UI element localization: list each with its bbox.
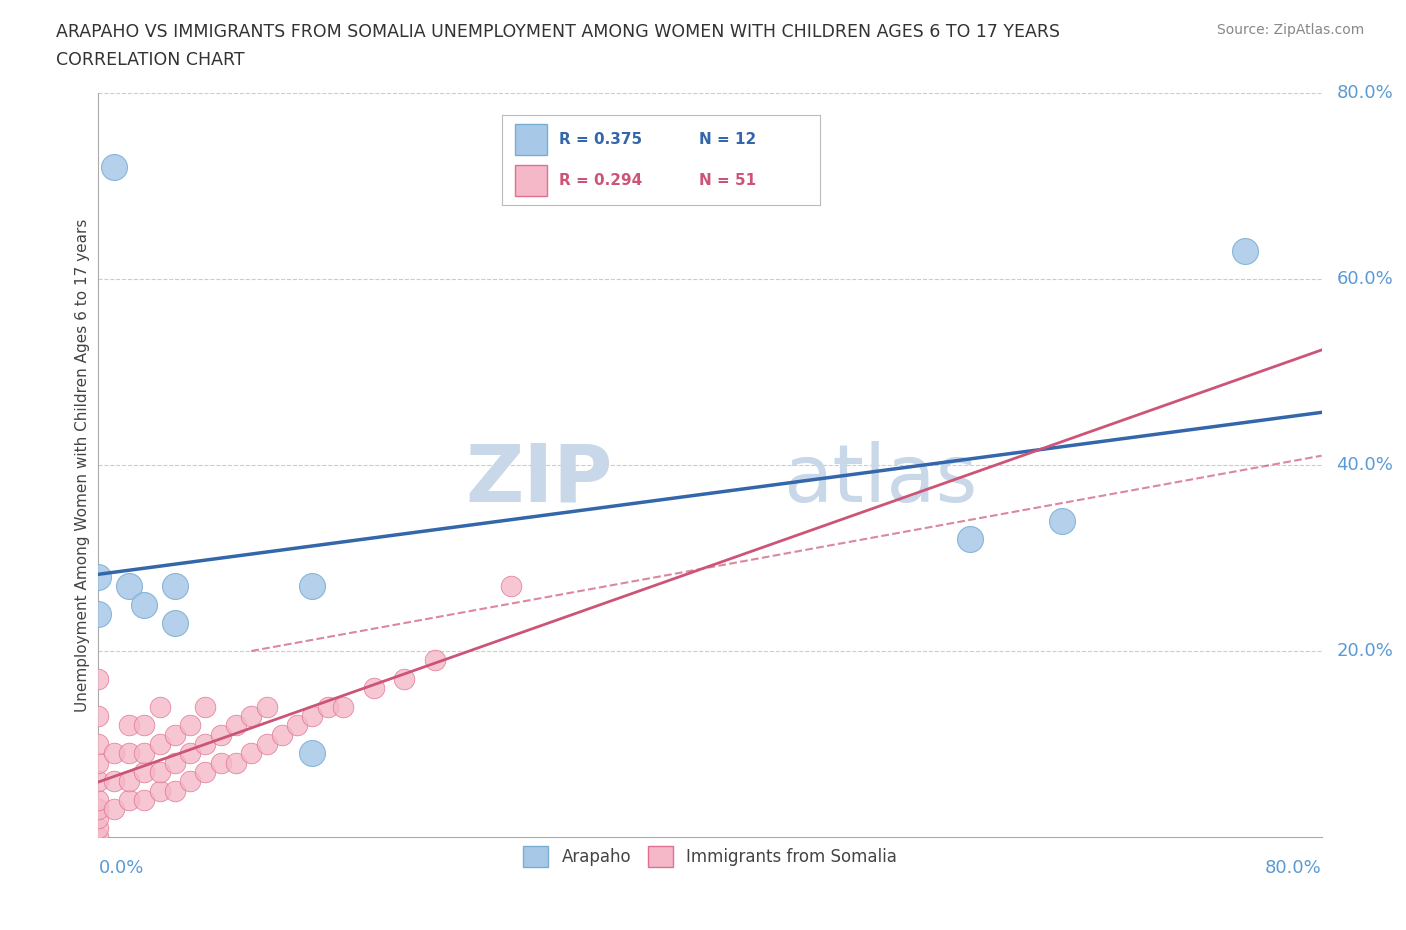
- Point: [363, 681, 385, 696]
- Point: [87, 755, 110, 770]
- Point: [134, 764, 156, 779]
- Point: [1050, 513, 1073, 528]
- Text: 0.0%: 0.0%: [98, 859, 143, 877]
- Point: [87, 709, 110, 724]
- Point: [163, 616, 186, 631]
- Point: [316, 699, 339, 714]
- Point: [87, 774, 110, 789]
- Point: [209, 727, 232, 742]
- Point: [134, 597, 156, 612]
- Point: [103, 746, 125, 761]
- Point: [118, 746, 141, 761]
- Point: [87, 569, 110, 584]
- Point: [87, 802, 110, 817]
- Point: [87, 811, 110, 826]
- Point: [194, 699, 217, 714]
- Text: atlas: atlas: [783, 441, 977, 519]
- Point: [103, 160, 125, 175]
- Text: 80.0%: 80.0%: [1265, 859, 1322, 877]
- Text: Source: ZipAtlas.com: Source: ZipAtlas.com: [1216, 23, 1364, 37]
- Point: [163, 727, 186, 742]
- Y-axis label: Unemployment Among Women with Children Ages 6 to 17 years: Unemployment Among Women with Children A…: [75, 219, 90, 711]
- Point: [163, 783, 186, 798]
- Point: [959, 532, 981, 547]
- Point: [87, 830, 110, 844]
- Point: [118, 774, 141, 789]
- Point: [1234, 244, 1257, 259]
- Point: [87, 606, 110, 621]
- Point: [149, 699, 172, 714]
- Point: [103, 774, 125, 789]
- Point: [87, 671, 110, 686]
- Text: 60.0%: 60.0%: [1336, 270, 1393, 288]
- Point: [194, 737, 217, 751]
- Point: [118, 792, 141, 807]
- Point: [270, 727, 292, 742]
- Point: [134, 746, 156, 761]
- Text: CORRELATION CHART: CORRELATION CHART: [56, 51, 245, 69]
- Text: 40.0%: 40.0%: [1336, 456, 1393, 474]
- Point: [301, 709, 323, 724]
- Point: [256, 699, 278, 714]
- Point: [87, 820, 110, 835]
- Point: [501, 578, 523, 593]
- Point: [423, 653, 446, 668]
- Point: [134, 718, 156, 733]
- Point: [225, 718, 247, 733]
- Point: [163, 578, 186, 593]
- Point: [163, 755, 186, 770]
- Text: 20.0%: 20.0%: [1336, 642, 1393, 660]
- Point: [240, 709, 263, 724]
- Point: [103, 802, 125, 817]
- Point: [87, 792, 110, 807]
- Point: [149, 764, 172, 779]
- Point: [179, 774, 201, 789]
- Point: [392, 671, 416, 686]
- Point: [256, 737, 278, 751]
- Point: [301, 746, 323, 761]
- Point: [179, 746, 201, 761]
- Point: [225, 755, 247, 770]
- Point: [149, 737, 172, 751]
- Text: ZIP: ZIP: [465, 441, 612, 519]
- Point: [209, 755, 232, 770]
- Text: 80.0%: 80.0%: [1336, 84, 1393, 102]
- Point: [301, 578, 323, 593]
- Point: [194, 764, 217, 779]
- Point: [332, 699, 354, 714]
- Point: [240, 746, 263, 761]
- Point: [134, 792, 156, 807]
- Point: [149, 783, 172, 798]
- Point: [179, 718, 201, 733]
- Point: [118, 578, 141, 593]
- Point: [118, 718, 141, 733]
- Text: ARAPAHO VS IMMIGRANTS FROM SOMALIA UNEMPLOYMENT AMONG WOMEN WITH CHILDREN AGES 6: ARAPAHO VS IMMIGRANTS FROM SOMALIA UNEMP…: [56, 23, 1060, 41]
- Point: [285, 718, 308, 733]
- Legend: Arapaho, Immigrants from Somalia: Arapaho, Immigrants from Somalia: [516, 840, 904, 873]
- Point: [87, 737, 110, 751]
